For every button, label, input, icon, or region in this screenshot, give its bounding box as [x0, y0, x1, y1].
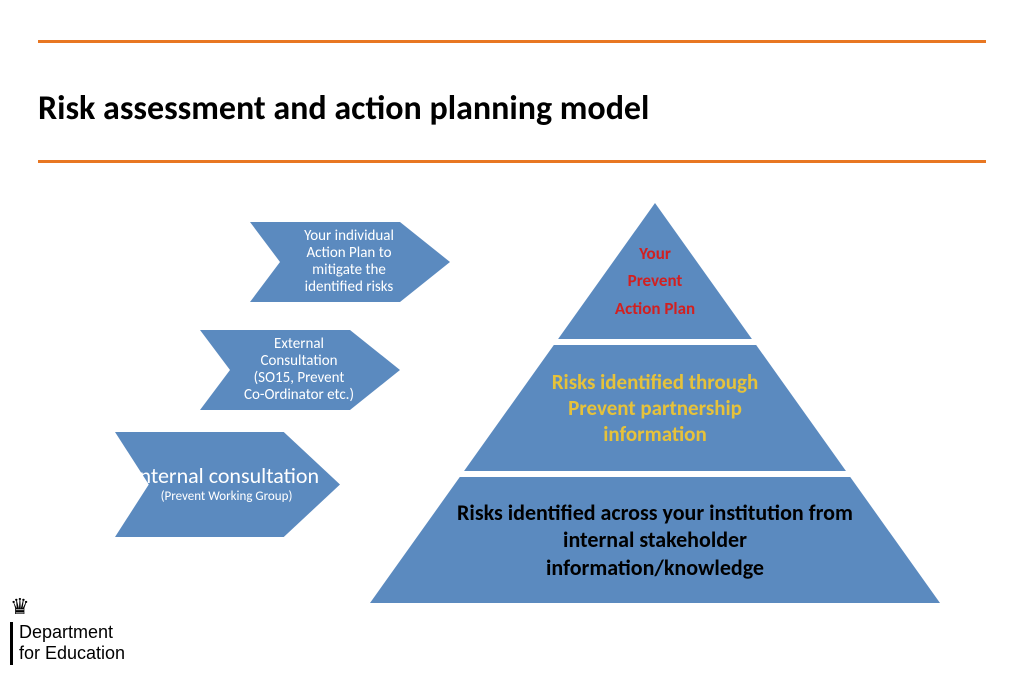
- page-title: Risk assessment and action planning mode…: [38, 88, 649, 129]
- logo-bar: [10, 622, 13, 665]
- arrow-top: Your individualAction Plan tomitigate th…: [250, 222, 450, 302]
- pyramid-top-text: YourPreventAction Plan: [615, 240, 695, 322]
- pyramid-layer-top: YourPreventAction Plan: [599, 223, 710, 339]
- pyramid: YourPreventAction Plan Risks identified …: [370, 203, 940, 603]
- arrow-bottom-text: Internal consultation(Prevent Working Gr…: [128, 460, 327, 509]
- dept-logo: ♛ Department for Education: [10, 593, 125, 665]
- pyramid-layer-middle: Risks identified through Prevent partner…: [539, 345, 771, 471]
- pyramid-bottom-text: Risks identified across your institution…: [455, 499, 855, 582]
- logo-line2: for Education: [19, 643, 125, 664]
- arrow-middle: ExternalConsultation(SO15, PreventCo-Ord…: [200, 330, 400, 410]
- pyramid-middle-text: Risks identified through Prevent partner…: [539, 369, 771, 448]
- logo-line1: Department: [19, 622, 125, 643]
- header-rule-top: [38, 40, 986, 43]
- arrow-top-text: Your individualAction Plan tomitigate th…: [298, 224, 402, 301]
- arrow-bottom: Internal consultation(Prevent Working Gr…: [115, 432, 340, 537]
- arrow-middle-text: ExternalConsultation(SO15, PreventCo-Ord…: [238, 332, 362, 409]
- header-rule-bottom: [38, 160, 986, 163]
- pyramid-layer-bottom: Risks identified across your institution…: [455, 477, 855, 603]
- crown-icon: ♛: [10, 593, 125, 620]
